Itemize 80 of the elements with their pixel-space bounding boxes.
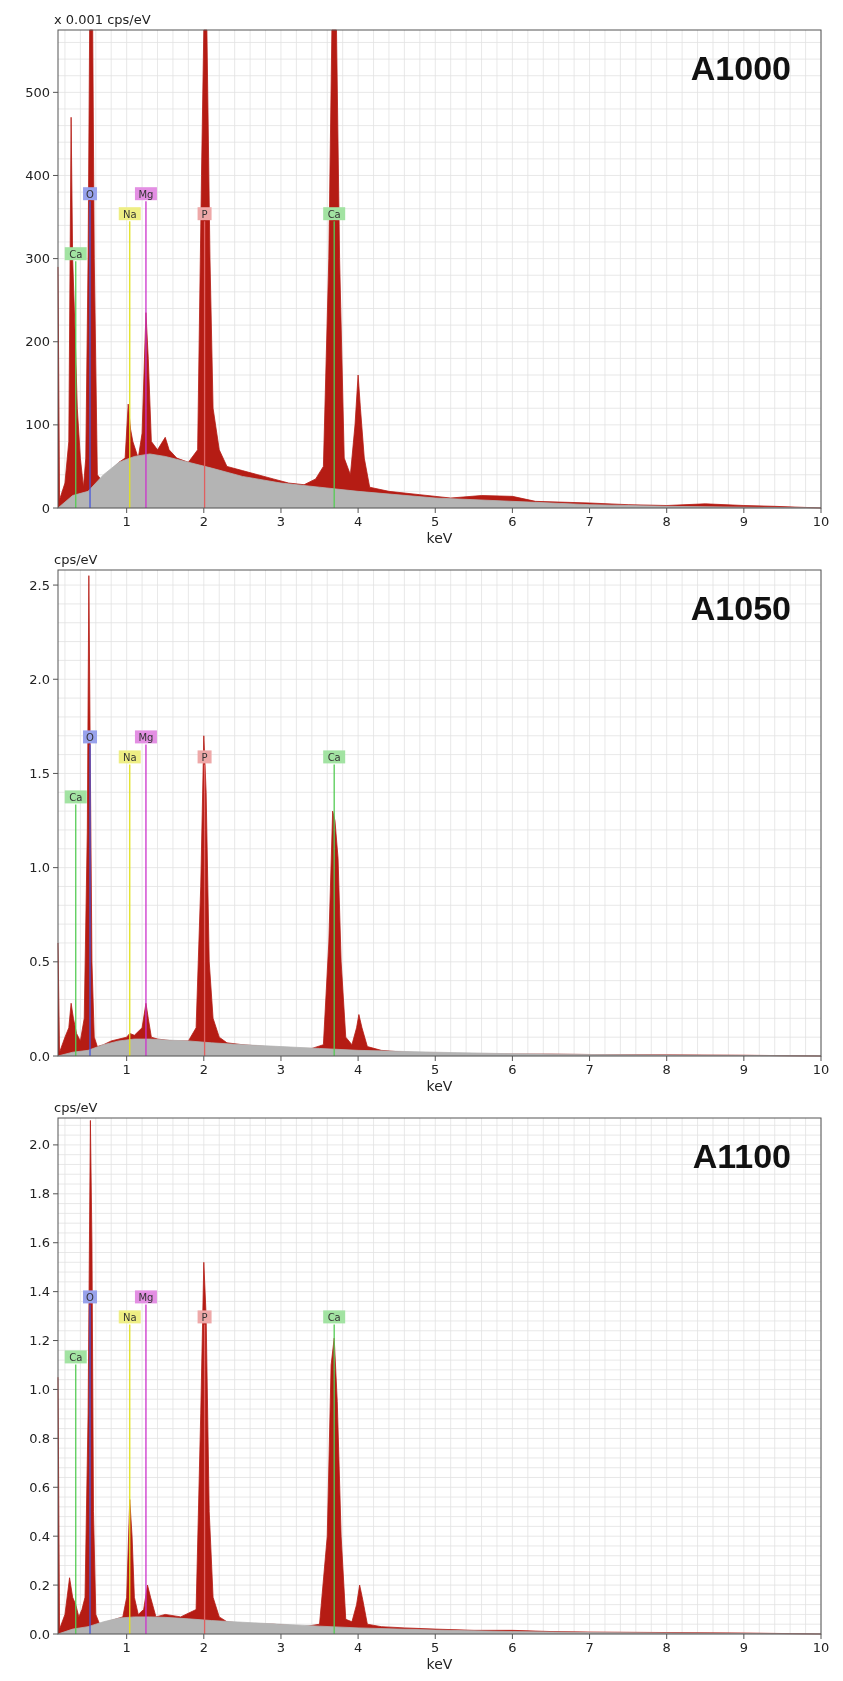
y-tick-label: 200 bbox=[25, 334, 50, 350]
y-tick-label: 1.4 bbox=[29, 1284, 50, 1300]
x-tick-label: 2 bbox=[199, 514, 208, 529]
y-tick-label: 1.8 bbox=[29, 1186, 50, 1202]
text: A1050 bbox=[690, 589, 791, 627]
y-tick-label: 400 bbox=[25, 168, 50, 184]
x-tick-label: 8 bbox=[662, 1062, 671, 1077]
x-tick-label: 10 bbox=[812, 514, 830, 529]
x-tick-label: 2 bbox=[199, 1640, 208, 1655]
y-axis-title: cps/eV bbox=[54, 1100, 98, 1115]
y-tick-label: 1.6 bbox=[29, 1235, 50, 1251]
y-tick-label: 1.5 bbox=[29, 765, 50, 781]
x-tick-label: 9 bbox=[739, 1062, 748, 1077]
ref-line-label: Ca bbox=[69, 248, 83, 260]
y-axis-title: x 0.001 cps/eV bbox=[54, 12, 151, 27]
text: A1100 bbox=[692, 1137, 791, 1175]
y-tick-label: 1.0 bbox=[29, 1382, 50, 1397]
ref-line-label: Na bbox=[122, 208, 137, 220]
y-tick-label: 1.0 bbox=[29, 860, 50, 876]
x-axis-title: keV bbox=[426, 530, 453, 546]
x-tick-label: 4 bbox=[353, 514, 363, 529]
ref-line-label: Mg bbox=[138, 731, 154, 743]
ref-line-label: Ca bbox=[327, 1311, 341, 1323]
ref-line-label: Ca bbox=[327, 751, 341, 763]
ref-line-label: Na bbox=[122, 751, 137, 763]
x-tick-label: 3 bbox=[276, 1062, 286, 1077]
ref-line-label: O bbox=[86, 188, 95, 200]
y-tick-label: 0.8 bbox=[29, 1430, 50, 1446]
y-tick-label: 0 bbox=[41, 500, 50, 516]
ref-line-label: Mg bbox=[138, 188, 154, 200]
y-tick-label: 500 bbox=[25, 84, 50, 100]
ref-line-label: Ca bbox=[69, 791, 83, 803]
x-tick-label: 5 bbox=[431, 1062, 440, 1077]
x-tick-label: 10 bbox=[812, 1640, 830, 1655]
x-tick-label: 9 bbox=[739, 514, 748, 529]
x-tick-label: 6 bbox=[508, 1640, 517, 1655]
x-tick-label: 1 bbox=[122, 514, 131, 529]
y-tick-label: 2.0 bbox=[29, 1137, 50, 1153]
x-axis-title: keV bbox=[426, 1078, 453, 1094]
x-tick-label: 6 bbox=[508, 514, 517, 529]
x-tick-label: 4 bbox=[353, 1062, 363, 1077]
y-tick-label: 300 bbox=[25, 251, 50, 267]
x-tick-label: 10 bbox=[812, 1062, 830, 1077]
x-tick-label: 8 bbox=[662, 514, 671, 529]
x-tick-label: 8 bbox=[662, 1640, 671, 1655]
y-tick-label: 0.5 bbox=[29, 954, 50, 970]
ref-line-label: Ca bbox=[69, 1351, 83, 1363]
x-tick-label: 3 bbox=[276, 514, 286, 529]
x-tick-label: 2 bbox=[199, 1062, 208, 1077]
text: A1000 bbox=[690, 49, 791, 87]
ref-line-label: P bbox=[201, 751, 208, 763]
ref-line-label: O bbox=[86, 731, 95, 743]
ref-line-label: O bbox=[86, 1291, 95, 1303]
x-tick-label: 6 bbox=[508, 1062, 517, 1077]
ref-line-label: P bbox=[201, 208, 208, 220]
x-axis-title: keV bbox=[426, 1656, 453, 1672]
x-tick-label: 4 bbox=[353, 1640, 363, 1655]
ref-line-label: Ca bbox=[327, 208, 341, 220]
y-tick-label: 2.5 bbox=[29, 577, 50, 593]
ref-line-label: Na bbox=[122, 1311, 137, 1323]
x-tick-label: 7 bbox=[585, 1062, 594, 1077]
y-axis-title: cps/eV bbox=[54, 552, 98, 567]
y-tick-label: 0.2 bbox=[29, 1577, 50, 1593]
x-tick-label: 1 bbox=[122, 1640, 131, 1655]
y-tick-label: 1.2 bbox=[29, 1333, 50, 1349]
ref-line-label: Mg bbox=[138, 1291, 154, 1303]
y-tick-label: 0.0 bbox=[29, 1048, 50, 1064]
y-tick-label: 2.0 bbox=[29, 671, 50, 687]
y-tick-label: 0.0 bbox=[29, 1626, 50, 1642]
x-tick-label: 9 bbox=[739, 1640, 748, 1655]
ref-line-label: P bbox=[201, 1311, 208, 1323]
x-tick-label: 7 bbox=[585, 1640, 594, 1655]
x-tick-label: 5 bbox=[431, 514, 440, 529]
y-tick-label: 0.6 bbox=[29, 1479, 50, 1495]
x-tick-label: 1 bbox=[122, 1062, 131, 1077]
x-tick-label: 5 bbox=[431, 1640, 440, 1655]
y-tick-label: 0.4 bbox=[29, 1528, 50, 1544]
x-tick-label: 3 bbox=[276, 1640, 286, 1655]
y-tick-label: 100 bbox=[25, 417, 50, 433]
x-tick-label: 7 bbox=[585, 514, 594, 529]
